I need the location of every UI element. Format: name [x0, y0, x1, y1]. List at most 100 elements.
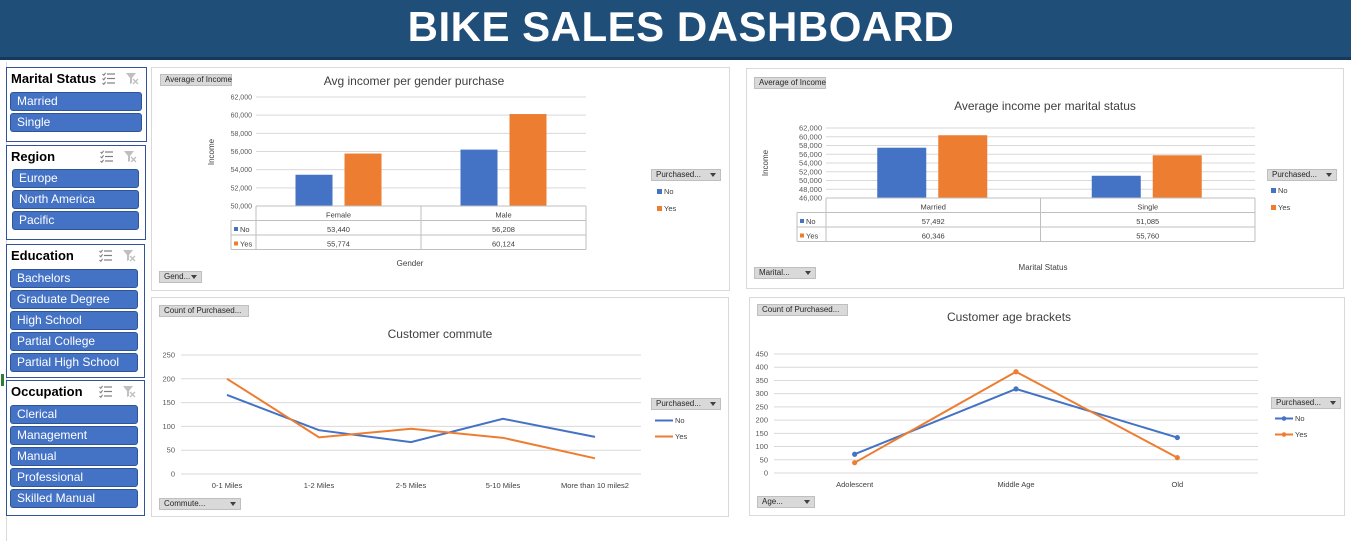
axis-field-button[interactable]: Age... — [757, 496, 815, 508]
y-tick-label: 56,000 — [799, 150, 822, 159]
slicer-item-pacific[interactable]: Pacific — [12, 211, 139, 230]
slicer-item-professional[interactable]: Professional — [10, 468, 138, 487]
slicer-title: Region — [11, 149, 56, 164]
slicer-item-north-america[interactable]: North America — [12, 190, 139, 209]
legend-field-button[interactable]: Purchased... — [1271, 397, 1341, 409]
clear-filter-icon[interactable] — [122, 385, 136, 398]
data-point-no — [1013, 386, 1019, 392]
clear-filter-icon[interactable] — [123, 150, 137, 163]
clear-filter-icon[interactable] — [122, 249, 136, 262]
slicer-title: Marital Status — [11, 71, 97, 86]
y-tick-label: 200 — [162, 374, 175, 383]
chart-panel-commute[interactable]: Count of Purchased... Commute... Purchas… — [151, 297, 729, 517]
legend-field-label: Purchased... — [656, 399, 701, 408]
legend-label: Yes — [1295, 430, 1307, 439]
axis-field-button[interactable]: Marital... — [754, 267, 816, 279]
y-tick-label: 250 — [162, 351, 175, 360]
y-tick-label: 200 — [755, 416, 768, 425]
bar-no-female — [295, 174, 333, 206]
value-field-button[interactable]: Count of Purchased... — [159, 305, 249, 317]
table-legend-key — [800, 233, 804, 238]
table-value: 51,085 — [1136, 217, 1159, 226]
chart-panel-age-brackets[interactable]: Count of Purchased... Age... Purchased..… — [749, 297, 1345, 516]
legend-label: No — [1278, 186, 1288, 195]
table-series-label: No — [240, 225, 250, 234]
value-field-button[interactable]: Average of Income — [160, 74, 232, 86]
table-legend-key — [234, 227, 238, 231]
y-axis-label: Income — [207, 138, 216, 165]
dropdown-arrow-icon — [191, 275, 197, 279]
table-series-label: No — [806, 217, 816, 226]
dropdown-arrow-icon — [1326, 173, 1332, 177]
chart-title: Customer age brackets — [947, 310, 1071, 324]
legend-label: No — [1295, 414, 1305, 423]
value-field-button[interactable]: Count of Purchased... — [757, 304, 848, 316]
y-tick-label: 150 — [162, 398, 175, 407]
slicer-item-skilled-manual[interactable]: Skilled Manual — [10, 489, 138, 508]
slicer-item-bachelors[interactable]: Bachelors — [10, 269, 138, 288]
axis-field-label: Marital... — [759, 268, 790, 277]
bar-yes-single — [1152, 155, 1202, 198]
y-tick-label: 60,000 — [231, 113, 253, 120]
y-tick-label: 100 — [162, 422, 175, 431]
data-point-no — [852, 451, 858, 457]
y-tick-label: 300 — [755, 389, 768, 398]
y-axis-label: Income — [761, 149, 770, 176]
slicer-item-partial-college[interactable]: Partial College — [10, 332, 138, 351]
legend-field-button[interactable]: Purchased... — [651, 398, 721, 410]
dropdown-arrow-icon — [710, 173, 716, 177]
legend-label: Yes — [1278, 203, 1290, 212]
bar-yes-male — [509, 114, 547, 206]
x-tick-label: Adolescent — [836, 480, 874, 489]
y-tick-label: 52,000 — [799, 167, 822, 176]
bar-yes-married — [938, 135, 988, 198]
value-field-button[interactable]: Average of Income — [754, 77, 826, 89]
slicer-item-graduate-degree[interactable]: Graduate Degree — [10, 290, 138, 309]
chart-panel-marital-status[interactable]: Average of Income Marital... Purchased..… — [746, 68, 1344, 289]
legend-field-button[interactable]: Purchased... — [651, 169, 721, 181]
legend-label: Yes — [675, 432, 687, 441]
y-tick-label: 56,000 — [231, 149, 253, 156]
clear-filter-icon[interactable] — [125, 72, 139, 85]
legend-field-button[interactable]: Purchased... — [1267, 169, 1337, 181]
multi-select-icon[interactable] — [102, 72, 116, 85]
y-tick-label: 50 — [760, 455, 768, 464]
slicer-title: Education — [11, 248, 74, 263]
y-tick-label: 58,000 — [799, 141, 822, 150]
legend-field-label: Purchased... — [656, 170, 701, 179]
axis-field-button[interactable]: Gend... — [159, 271, 202, 283]
y-tick-label: 100 — [755, 442, 768, 451]
multi-select-icon[interactable] — [100, 150, 114, 163]
chart-panel-gender[interactable]: Average of Income Gend... Purchased... A… — [151, 67, 730, 291]
axis-field-button[interactable]: Commute... — [159, 498, 241, 510]
bar-no-married — [877, 147, 927, 198]
legend-label: No — [675, 416, 685, 425]
legend-key-no — [657, 189, 662, 194]
slicer-item-married[interactable]: Married — [10, 92, 142, 111]
slicer-item-high-school[interactable]: High School — [10, 311, 138, 330]
table-series-label: Yes — [806, 232, 818, 241]
marital-status-bar-chart: Average income per marital status Income… — [761, 99, 1290, 272]
data-point-no — [1174, 434, 1180, 441]
slicer-item-europe[interactable]: Europe — [12, 169, 139, 188]
gender-bar-chart: Avg incomer per gender purchase Income G… — [207, 74, 676, 268]
table-value: 53,440 — [327, 225, 350, 234]
dropdown-arrow-icon — [805, 271, 811, 275]
legend-key-yes — [1271, 205, 1276, 210]
series-line-no — [854, 387, 1178, 456]
slicer-item-management[interactable]: Management — [10, 426, 138, 445]
slicer-item-clerical[interactable]: Clerical — [10, 405, 138, 424]
series-line-yes — [854, 370, 1178, 464]
slicer-item-partial-high-school[interactable]: Partial High School — [10, 353, 138, 372]
y-tick-label: 58,000 — [231, 131, 253, 138]
multi-select-icon[interactable] — [99, 249, 113, 262]
table-series-label: Yes — [240, 240, 252, 249]
y-tick-label: 46,000 — [799, 194, 822, 203]
bar-no-single — [1091, 175, 1141, 198]
table-legend-key — [234, 241, 238, 246]
slicer-item-single[interactable]: Single — [10, 113, 142, 132]
slicer-item-manual[interactable]: Manual — [10, 447, 138, 466]
bar-yes-female — [344, 153, 382, 206]
table-value: 55,760 — [1136, 232, 1159, 241]
multi-select-icon[interactable] — [99, 385, 113, 398]
